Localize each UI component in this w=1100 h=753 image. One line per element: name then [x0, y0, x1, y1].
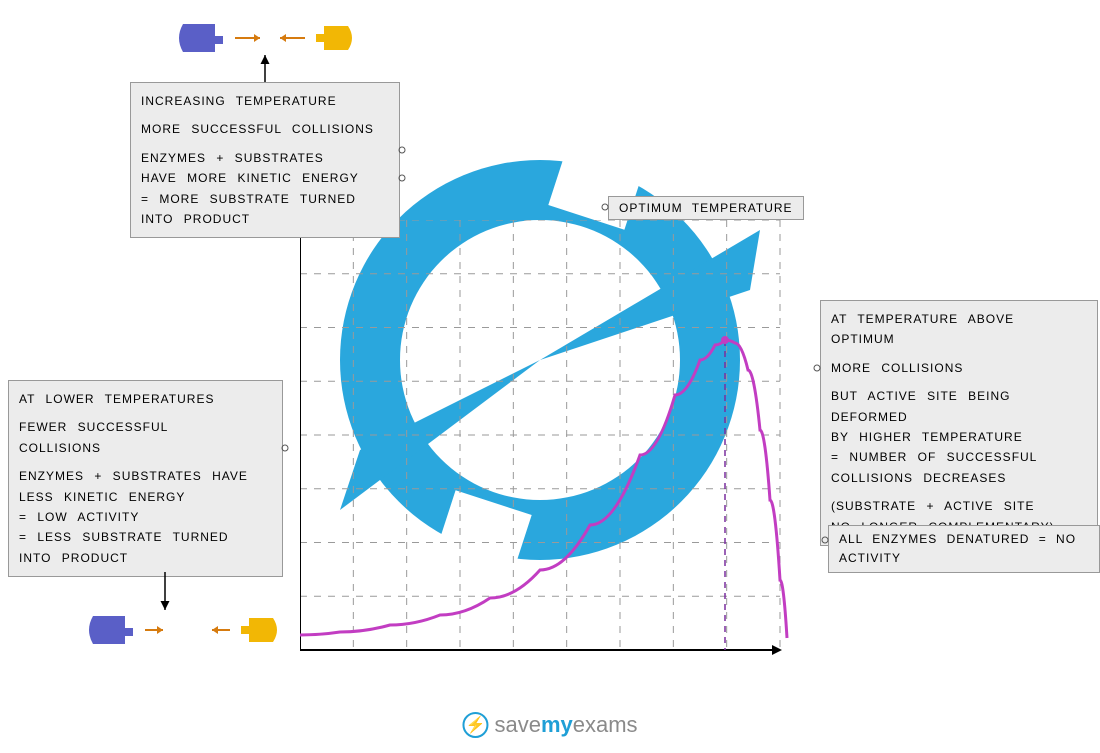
footer-seg1: save: [494, 712, 540, 737]
label-optimum-temperature: OPTIMUM TEMPERATURE: [608, 196, 804, 220]
footer-logo: ⚡ savemyexams: [462, 712, 637, 738]
footer-seg3: exams: [573, 712, 638, 737]
label-lower-temperature: AT LOWER TEMPERATURESFEWER SUCCESSFULCOL…: [8, 380, 283, 577]
label-increasing-temperature: INCREASING TEMPERATUREMORE SUCCESSFUL CO…: [130, 82, 400, 238]
label-above-optimum: AT TEMPERATURE ABOVE OPTIMUMMORE COLLISI…: [820, 300, 1098, 546]
enzyme-substrate-diagram-bottom: [0, 590, 400, 680]
lightning-icon: ⚡: [462, 712, 488, 738]
label-denatured: ALL ENZYMES DENATURED = NO ACTIVITY: [828, 525, 1100, 573]
enzyme-substrate-diagram-top: [0, 0, 400, 90]
footer-seg2: my: [541, 712, 573, 737]
